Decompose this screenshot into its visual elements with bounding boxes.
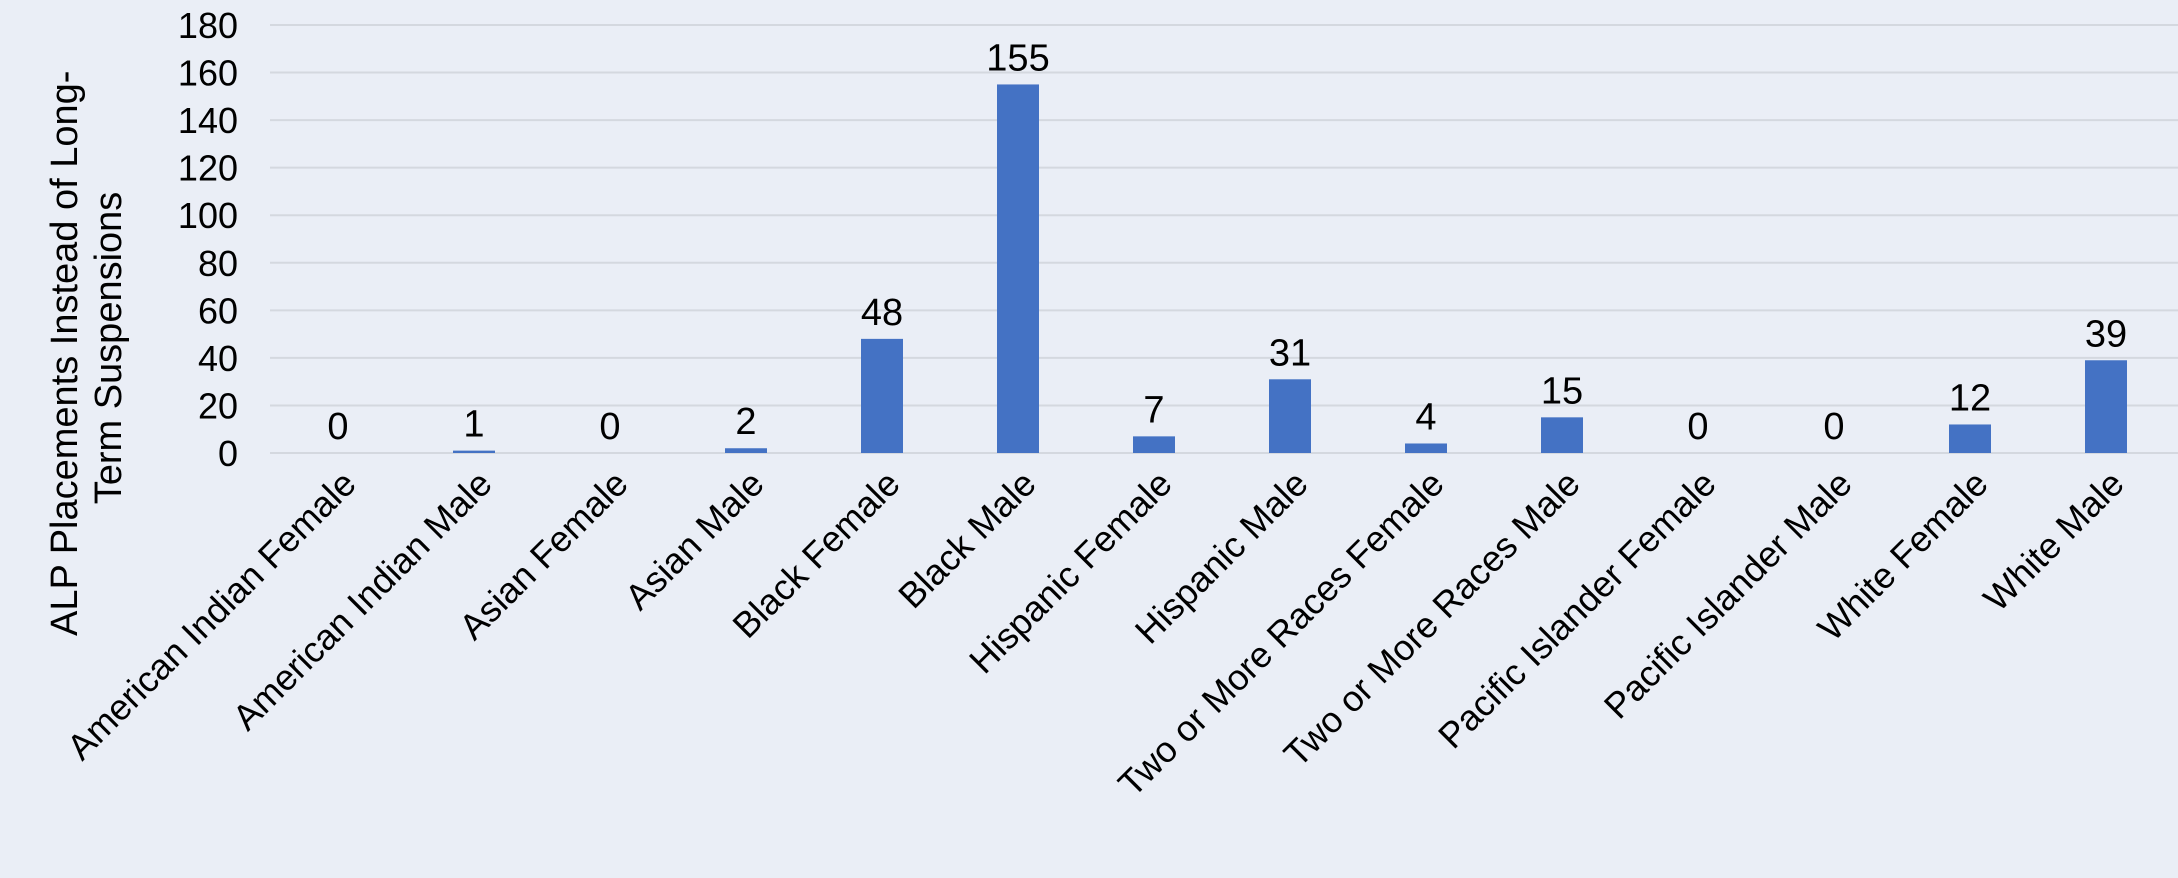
x-category-label: Pacific Islander Male [1596,463,1860,727]
y-tick-label: 0 [218,433,238,474]
data-label: 15 [1541,370,1583,412]
x-category-label: Pacific Islander Female [1430,463,1724,757]
y-tick-label: 80 [198,243,238,284]
data-label: 39 [2085,313,2127,355]
bar [1541,417,1583,453]
y-tick-label: 180 [178,5,238,46]
data-label: 31 [1269,332,1311,374]
bar [2085,360,2127,453]
y-tick-label: 120 [178,148,238,189]
data-label: 0 [1687,406,1708,448]
y-tick-label: 60 [198,290,238,331]
bars [453,84,2127,453]
y-axis-title-line-2: Term Suspensions [88,192,130,505]
data-label: 1 [463,404,484,446]
data-labels: 0 1 0 2 48 155 7 31 4 15 0 0 12 39 [327,37,2127,448]
data-label: 48 [861,292,903,334]
bar [725,448,767,453]
y-axis-title-line-1: ALP Placements Instead of Long- [44,71,86,636]
data-label: 12 [1949,377,1991,419]
y-tick-label: 160 [178,53,238,94]
y-tick-label: 100 [178,195,238,236]
bar [1269,379,1311,453]
y-tick-label: 140 [178,100,238,141]
y-axis-title: ALP Placements Instead of Long- Term Sus… [44,60,130,636]
bar [997,84,1039,453]
y-tick-label: 40 [198,338,238,379]
bar [1133,436,1175,453]
data-label: 0 [1823,406,1844,448]
gridlines [270,24,2178,454]
bar [453,450,495,453]
data-label: 0 [327,406,348,448]
bar [1949,424,1991,453]
data-label: 7 [1143,389,1164,431]
bar [1405,443,1447,453]
bar [861,338,903,453]
y-tick-label: 20 [198,385,238,426]
data-label: 2 [735,401,756,443]
x-category-label: White Male [1975,463,2131,619]
x-category-label: American Indian Male [224,463,499,738]
data-label: 0 [599,406,620,448]
data-label: 155 [986,37,1049,79]
y-axis-ticks: 0 20 40 60 80 100 120 140 160 180 [178,5,238,474]
data-label: 4 [1415,396,1436,438]
